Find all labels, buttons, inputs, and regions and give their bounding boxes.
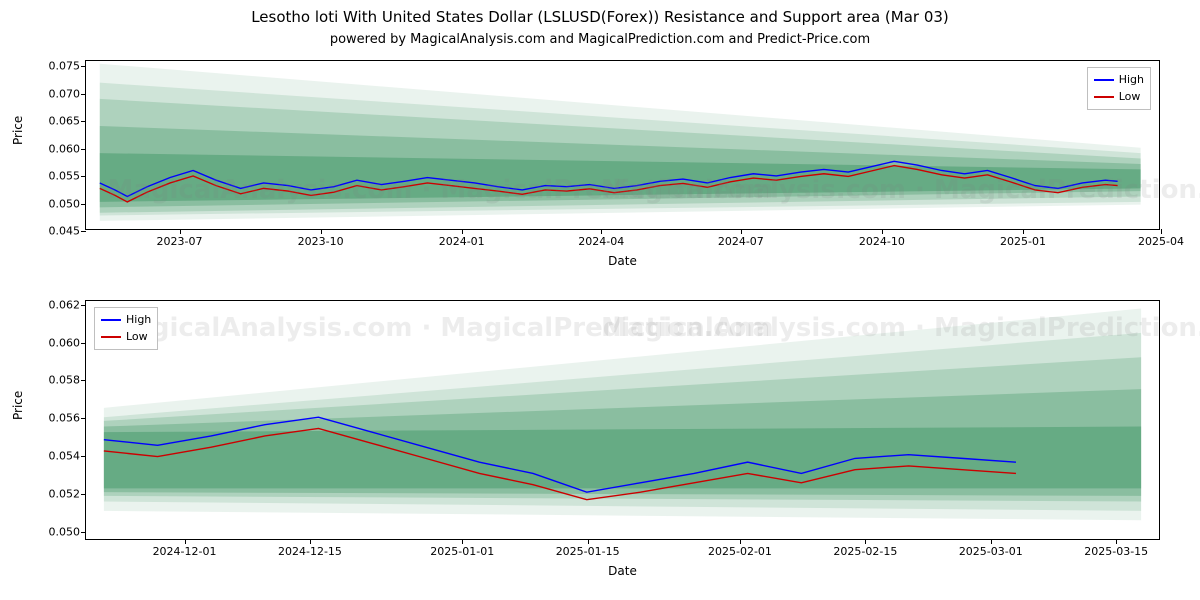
chart-subtitle: powered by MagicalAnalysis.com and Magic… bbox=[0, 26, 1200, 51]
x-axis-label-top: Date bbox=[85, 254, 1160, 268]
legend-low: Low bbox=[1119, 89, 1141, 106]
chart-panel-top: MagicalAnalysis.com · MagicalPrediction.… bbox=[85, 60, 1160, 230]
chart-panel-bottom: MagicalAnalysis.com · MagicalPrediction.… bbox=[85, 300, 1160, 540]
x-axis-label-bottom: Date bbox=[85, 564, 1160, 578]
legend: High Low bbox=[1087, 67, 1151, 110]
legend-high: High bbox=[126, 312, 151, 329]
legend-high: High bbox=[1119, 72, 1144, 89]
y-axis-label-bottom: Price bbox=[11, 391, 25, 420]
chart-title: Lesotho loti With United States Dollar (… bbox=[0, 0, 1200, 26]
legend-low: Low bbox=[126, 329, 148, 346]
legend: High Low bbox=[94, 307, 158, 350]
y-axis-label-top: Price bbox=[11, 116, 25, 145]
